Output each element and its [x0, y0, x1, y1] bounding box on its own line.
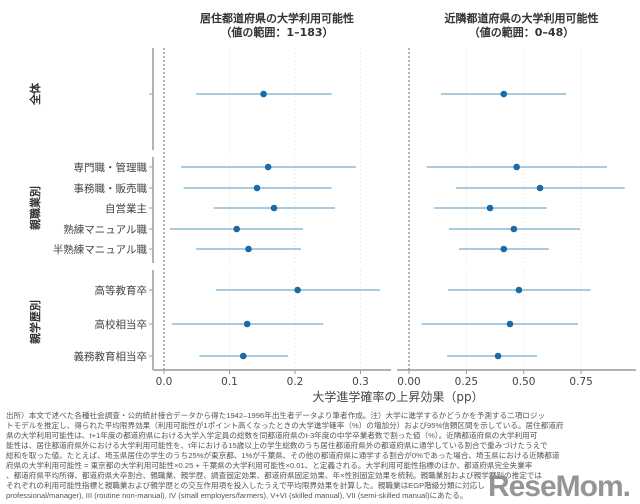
- x-tick-label: 0.25: [455, 376, 478, 388]
- point-estimate: [513, 163, 520, 171]
- panel-subtitle: （値の範囲：0–48）: [469, 25, 574, 39]
- panel-subtitle: （値の範囲：1–183）: [220, 25, 333, 39]
- x-tick-label: 0.0: [156, 376, 173, 388]
- point-estimate: [270, 204, 278, 212]
- note-line: 出所）本文で述べた各種社会調査・公的統計接合データから得た1942–1996年出…: [6, 411, 546, 420]
- group-label: 全体: [28, 82, 42, 106]
- point-estimate: [294, 286, 301, 294]
- note-line: 府県の大学利用可能性 = 東京都の大学利用可能性×0.25 + 千葉県の大学利用…: [6, 461, 533, 470]
- group-label: 親学歴別: [28, 300, 42, 344]
- point-estimate: [260, 90, 267, 98]
- note-line: トモデルを推定し、得られた平均限界効果（利用可能性が1ポイント高くなったときの大…: [6, 421, 564, 430]
- panel-title: 近隣都道府県の大学利用可能性: [445, 11, 599, 25]
- point-estimate: [500, 245, 508, 253]
- point-estimate: [239, 352, 247, 360]
- note-line: 県の大学利用可能性は、t+1年度の都道府県における大学入学定員の総数を同都道府県…: [6, 431, 538, 440]
- point-estimate: [245, 245, 252, 253]
- point-estimate: [506, 320, 514, 328]
- x-tick-label: 0.75: [569, 376, 592, 388]
- point-estimate: [500, 90, 508, 98]
- note-line: professional/manager), III (routine non-…: [6, 491, 468, 500]
- note-line: 、都道府県平均所得、都道府県大卒割合、親職業、親学歴、調査固定効果、都道府県固定…: [6, 471, 542, 480]
- point-estimate: [510, 225, 518, 233]
- resemom-logo: ReseMom.: [487, 470, 631, 503]
- point-estimate: [515, 286, 523, 294]
- group-label: 親職業別: [28, 186, 42, 230]
- x-tick-label: 0.00: [397, 376, 420, 388]
- row-label: 自営業主: [105, 202, 147, 215]
- point-estimate: [536, 184, 544, 192]
- point-estimate: [243, 320, 251, 328]
- row-label: 半熟練マニュアル職: [53, 243, 148, 256]
- row-label: 義務教育相当卒: [74, 350, 148, 363]
- row-label: 高等教育卒: [95, 284, 148, 297]
- row-label: 専門職・管理職: [74, 161, 148, 174]
- figure-note: 出所）本文で述べた各種社会調査・公的統計接合データから得た1942–1996年出…: [6, 411, 606, 501]
- note-line: それぞれの利用可能性指標と親職業および親学歴との交互作用項を投入したうえで平均限…: [6, 481, 485, 490]
- x-tick-label: 0.2: [287, 376, 304, 388]
- point-estimate: [264, 163, 272, 171]
- panel-title: 居住都道府県の大学利用可能性: [200, 11, 354, 25]
- x-tick-label: 0.3: [352, 376, 369, 388]
- x-tick-label: 0.50: [512, 376, 535, 388]
- point-estimate: [233, 225, 241, 233]
- point-estimate: [486, 204, 494, 212]
- row-label: 高校相当卒: [95, 318, 148, 331]
- x-tick-label: 0.1: [221, 376, 238, 388]
- row-label: 熟練マニュアル職: [63, 223, 147, 236]
- note-line: 能性は、居住都道府県外における大学利用可能性を、t年における15歳以上の学生総数…: [6, 441, 548, 450]
- note-line: 総和を取った値。たとえば、埼玉県居住の学生のうち25%が東京都、1%が千葉県、そ…: [6, 451, 560, 460]
- row-label: 事務職・販売職: [74, 182, 148, 195]
- point-estimate: [494, 352, 502, 360]
- x-axis-label: 大学進学確率の上昇効果（pp）: [312, 389, 483, 404]
- point-estimate: [253, 184, 261, 192]
